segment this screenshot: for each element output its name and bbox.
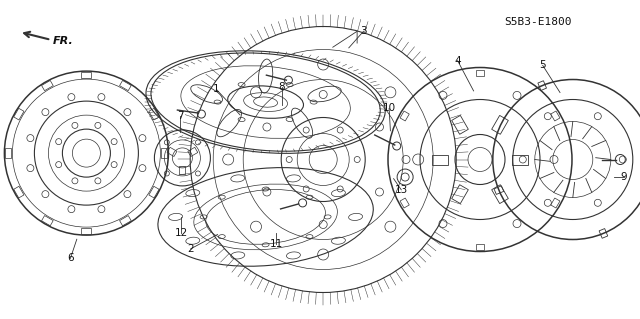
Text: 12: 12: [175, 228, 188, 238]
Bar: [452, 185, 468, 204]
Bar: [149, 108, 159, 120]
Bar: [81, 72, 92, 78]
Bar: [5, 148, 12, 158]
Text: 10: 10: [383, 103, 396, 114]
Bar: [179, 166, 186, 174]
Bar: [13, 108, 24, 120]
Text: 13: 13: [395, 185, 408, 195]
Bar: [494, 186, 504, 194]
Bar: [188, 147, 198, 157]
Bar: [452, 115, 468, 134]
Bar: [81, 228, 92, 234]
Bar: [13, 186, 24, 198]
Bar: [161, 148, 168, 158]
Bar: [400, 198, 409, 208]
Bar: [492, 185, 508, 204]
Bar: [476, 243, 484, 249]
Bar: [551, 198, 560, 208]
Text: 5: 5: [540, 60, 546, 70]
Text: 3: 3: [360, 26, 367, 36]
Text: S5B3-E1800: S5B3-E1800: [504, 17, 572, 27]
Bar: [42, 216, 53, 226]
Bar: [512, 154, 528, 165]
Bar: [476, 70, 484, 76]
Text: 6: 6: [67, 253, 74, 263]
Bar: [120, 80, 131, 91]
Text: 11: 11: [270, 239, 283, 249]
Bar: [551, 111, 560, 121]
Bar: [432, 154, 448, 165]
Text: 4: 4: [454, 56, 461, 66]
Text: 2: 2: [188, 244, 194, 254]
Bar: [42, 80, 53, 91]
Bar: [599, 229, 608, 238]
Text: 8: 8: [278, 82, 285, 92]
Text: 9: 9: [621, 172, 627, 182]
Bar: [538, 81, 547, 90]
Bar: [400, 111, 409, 121]
Text: FR.: FR.: [52, 36, 73, 47]
Bar: [492, 115, 508, 134]
Text: 1: 1: [213, 84, 220, 94]
Bar: [149, 186, 159, 198]
Bar: [167, 147, 177, 157]
Bar: [120, 216, 131, 226]
Text: 7: 7: [177, 111, 184, 122]
